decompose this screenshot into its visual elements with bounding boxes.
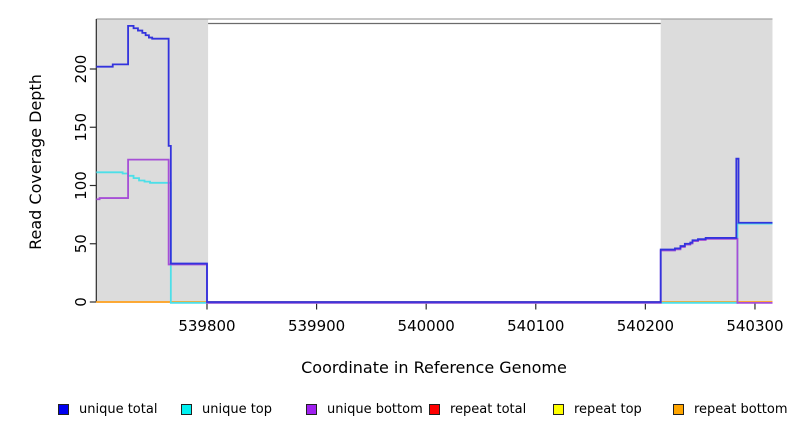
- x-tick-label: 540100: [507, 317, 564, 335]
- legend-item-unique-top: unique top: [181, 402, 272, 417]
- y-tick-label: 0: [72, 297, 90, 307]
- x-tick-label: 540300: [726, 317, 783, 335]
- legend-swatch-unique-top: [181, 404, 192, 415]
- legend-item-repeat-bottom: repeat bottom: [673, 402, 788, 417]
- legend: unique total unique top unique bottom re…: [0, 400, 792, 424]
- x-axis-label: Coordinate in Reference Genome: [301, 358, 567, 377]
- x-tick-label: 539900: [288, 317, 345, 335]
- legend-label: repeat top: [574, 402, 642, 417]
- x-tick-label: 539800: [178, 317, 235, 335]
- legend-item-unique-bottom: unique bottom: [306, 402, 423, 417]
- legend-item-repeat-total: repeat total: [429, 402, 526, 417]
- legend-label: repeat bottom: [694, 402, 788, 417]
- y-tick-label: 50: [72, 234, 90, 253]
- legend-swatch-unique-bottom: [306, 404, 317, 415]
- legend-item-unique-total: unique total: [58, 402, 157, 417]
- y-tick-label: 150: [72, 113, 90, 142]
- legend-swatch-repeat-bottom: [673, 404, 684, 415]
- legend-label: unique bottom: [327, 402, 423, 417]
- series-line-unique-total: [96, 24, 773, 303]
- y-tick-label: 200: [72, 55, 90, 84]
- y-tick-label: 100: [72, 171, 90, 200]
- legend-label: unique top: [202, 402, 273, 417]
- y-axis-label: Read Coverage Depth: [26, 74, 45, 250]
- legend-label: repeat total: [450, 402, 527, 417]
- legend-swatch-unique-total: [58, 404, 69, 415]
- right-gray-region: [660, 19, 773, 302]
- legend-swatch-repeat-total: [429, 404, 440, 415]
- legend-label: unique total: [79, 402, 158, 417]
- x-tick-label: 540000: [398, 317, 455, 335]
- x-tick-label: 540200: [617, 317, 674, 335]
- legend-item-repeat-top: repeat top: [553, 402, 642, 417]
- legend-swatch-repeat-top: [553, 404, 564, 415]
